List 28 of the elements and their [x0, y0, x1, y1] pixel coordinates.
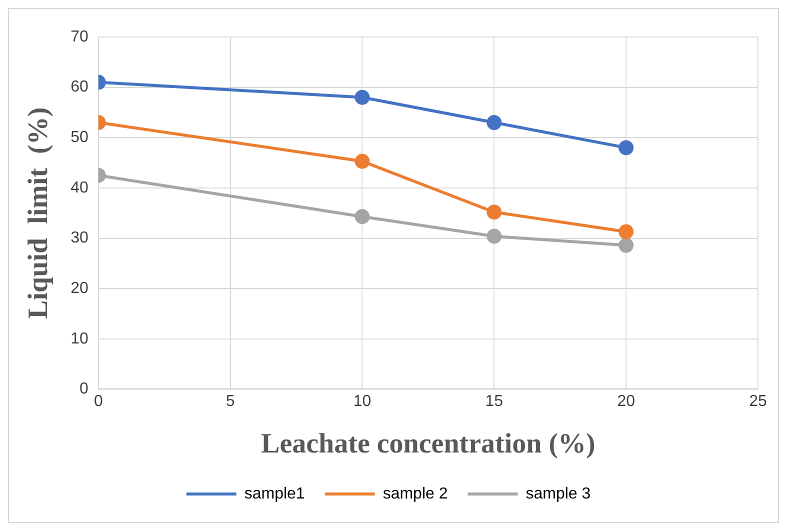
point — [618, 238, 634, 253]
point — [354, 209, 370, 224]
legend-label: sample1 — [244, 485, 305, 502]
y-tick-label: 50 — [70, 129, 88, 146]
legend-label: sample 3 — [526, 485, 591, 502]
y-tick-label: 10 — [70, 330, 88, 348]
y-tick-label: 40 — [70, 179, 88, 196]
y-tick-label: 0 — [79, 380, 88, 398]
legend-label: sample 2 — [382, 485, 448, 502]
y-tick-label: 60 — [70, 78, 88, 96]
point — [486, 204, 502, 220]
x-tick-label: 0 — [94, 393, 103, 410]
y-tick-label: 20 — [70, 280, 88, 297]
x-tick-label: 20 — [617, 393, 636, 410]
x-tick-label: 15 — [485, 393, 504, 410]
y-tick-label: 70 — [70, 28, 88, 46]
point — [618, 140, 634, 156]
y-axis-title: Liquid limit (%) — [23, 107, 54, 319]
point — [486, 228, 502, 244]
x-tick-label: 5 — [226, 393, 235, 410]
point — [486, 115, 502, 130]
x-tick-label: 25 — [749, 393, 767, 410]
point — [618, 224, 634, 240]
x-axis-title: Leachate concentration (%) — [261, 428, 596, 460]
point — [354, 90, 370, 105]
x-tick-label: 10 — [353, 393, 372, 410]
y-tick-label: 30 — [70, 230, 88, 247]
point — [354, 154, 370, 169]
